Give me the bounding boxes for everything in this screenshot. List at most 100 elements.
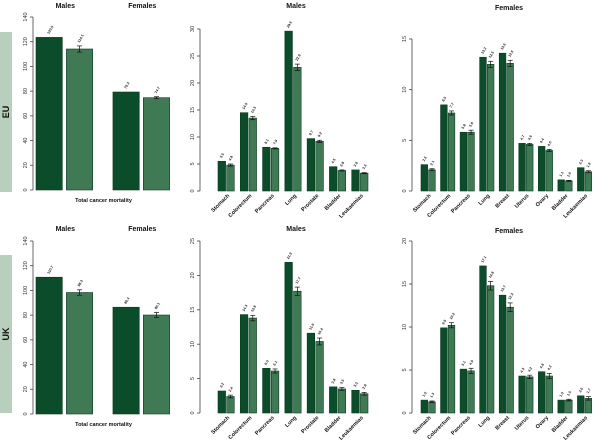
y-tick-label: 60 [23, 337, 29, 343]
x-tick-label: Lung [478, 193, 492, 207]
bar-eu-males-lung-2 [293, 67, 302, 192]
data-label: 14.8 [488, 271, 495, 279]
y-tick-label: 5 [190, 162, 196, 165]
x-axis-label: Total cancer mortality [75, 198, 133, 204]
bar-uk-females-bladder-2 [565, 399, 573, 414]
x-tick-label: Colorectum [228, 415, 254, 441]
bar-uk-males-colorectum-1 [239, 314, 249, 414]
data-label: 1.5 [566, 390, 572, 396]
x-tick-label: Lung [284, 193, 298, 207]
bar-uk-females-lung-2 [486, 285, 495, 414]
y-tick-label: 30 [190, 26, 196, 32]
data-label: 1.5 [422, 391, 428, 397]
data-label: 14.5 [241, 102, 248, 110]
x-tick-label: Leukaemias [338, 193, 365, 220]
x-tick-label: Pancreas [254, 415, 276, 437]
data-label: 8.5 [441, 96, 447, 102]
bar-eu-males-leukaemias-1 [351, 169, 360, 192]
bar-eu-females-uterus-1 [518, 143, 526, 192]
bar-uk-females-colorectum-2 [447, 324, 456, 414]
x-tick-label: Prostate [300, 193, 320, 213]
x-tick-label: Pancreas [254, 193, 276, 215]
x-tick-label: Stomach [210, 193, 231, 214]
data-label: 74.7 [154, 86, 161, 94]
y-tick-label: 15 [190, 107, 196, 113]
x-tick-label: Stomach [210, 415, 231, 436]
bar-eu-females-stomach-2 [428, 169, 436, 192]
data-label: 3.9 [353, 161, 359, 167]
data-label: 9.9 [441, 319, 447, 325]
bar-eu-total-males-1 [35, 37, 63, 191]
bar-eu-females-leukaemias-1 [577, 167, 585, 192]
bar-eu-females-lung-2 [486, 64, 495, 192]
data-label: 1.3 [429, 392, 435, 398]
y-tick-label: 0 [23, 188, 29, 191]
y-tick-label: 5 [402, 368, 408, 371]
row-label-band [0, 32, 12, 192]
data-label: 4.5 [331, 158, 337, 164]
y-tick-label: 60 [23, 113, 29, 119]
y-tick-label: 0 [190, 189, 196, 192]
data-label: 17.1 [480, 255, 487, 263]
data-label: 29.6 [286, 21, 293, 29]
bar-eu-males-stomach-1 [217, 161, 226, 192]
y-tick-label: 15 [190, 307, 196, 313]
y-tick-label: 0 [23, 412, 29, 415]
data-label: 5.8 [468, 121, 474, 127]
data-label: 1.0 [566, 172, 572, 178]
data-label: 2.8 [362, 384, 368, 390]
group-title: Females [128, 3, 156, 10]
y-tick-label: 5 [402, 139, 408, 142]
data-label: 17.7 [295, 277, 302, 285]
bar-eu-females-leukaemias-2 [584, 171, 593, 192]
data-label: 4.8 [539, 363, 545, 369]
bar-uk-males-stomach-2 [226, 396, 235, 414]
y-tick-label: 0 [190, 411, 196, 414]
y-tick-label: 20 [190, 272, 196, 278]
bar-eu-females-ovary-1 [538, 146, 546, 192]
bar-uk-males-pancreas-2 [270, 370, 280, 414]
data-label: 14.3 [241, 304, 248, 312]
y-tick-label: 80 [23, 88, 29, 94]
x-tick-label: Lung [478, 415, 492, 429]
y-tick-label: 20 [190, 80, 196, 86]
bar-uk-total-females-1 [112, 306, 140, 415]
panel-title: Females [495, 228, 523, 235]
data-label: 4.6 [527, 135, 533, 141]
bar-uk-females-leukaemias-2 [584, 398, 593, 414]
y-tick-label: 25 [190, 53, 196, 59]
data-label: 8.1 [264, 138, 270, 144]
data-label: 3.5 [339, 379, 345, 385]
bar-eu-females-pancreas-1 [459, 131, 468, 192]
data-label: 80.1 [154, 302, 161, 310]
data-label: 10.4 [317, 327, 324, 335]
bar-uk-females-bladder-1 [557, 399, 565, 414]
y-tick-label: 20 [23, 386, 29, 392]
panel-title: Males [286, 3, 306, 10]
data-label: 2.3 [578, 159, 584, 165]
bar-eu-total-males-2 [66, 48, 94, 191]
bar-uk-females-lung-1 [479, 265, 487, 414]
x-tick-label: Ovary [535, 193, 551, 209]
x-axis-label: Total cancer mortality [75, 422, 133, 428]
bar-eu-males-pancreas-1 [262, 146, 271, 192]
bar-uk-males-leukaemias-1 [351, 389, 360, 414]
x-tick-label: Bladder [551, 193, 570, 212]
row-label-band [0, 255, 12, 413]
y-tick-label: 100 [23, 286, 29, 295]
y-tick-label: 120 [23, 37, 29, 46]
data-label: 3.8 [339, 161, 345, 167]
data-label: 4.3 [520, 367, 526, 373]
data-label: 13.5 [250, 106, 257, 114]
bar-eu-males-bladder-2 [337, 170, 346, 192]
bar-uk-males-stomach-1 [217, 390, 226, 414]
data-label: 13.2 [480, 47, 487, 55]
x-tick-label: Uterus [514, 193, 531, 210]
y-tick-label: 40 [23, 138, 29, 144]
data-label: 10.2 [449, 312, 456, 320]
bar-uk-total-males-2 [66, 292, 94, 415]
data-label: 86.4 [124, 297, 131, 305]
bar-uk-females-breast-1 [498, 294, 507, 414]
data-label: 3.3 [362, 164, 368, 170]
